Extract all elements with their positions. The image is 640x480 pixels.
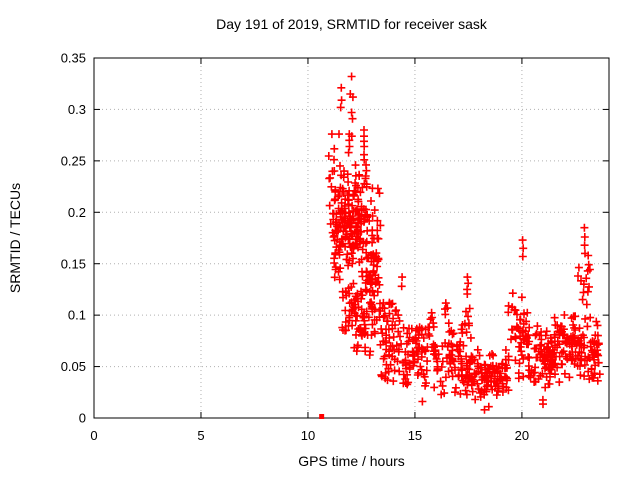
zero-data-point: [319, 414, 325, 419]
x-tick-label: 20: [515, 428, 529, 443]
chart-title: Day 191 of 2019, SRMTID for receiver sas…: [216, 16, 488, 32]
x-tick-label: 5: [197, 428, 204, 443]
y-tick-label: 0.15: [61, 256, 86, 271]
y-tick-label: 0.25: [61, 153, 86, 168]
x-tick-label: 15: [408, 428, 422, 443]
y-tick-label: 0.2: [68, 205, 86, 220]
y-tick-label: 0.35: [61, 51, 86, 66]
zero-marker-group: [319, 414, 325, 419]
y-tick-label: 0: [79, 411, 86, 426]
y-axis-label: SRMTID / TECUs: [7, 183, 23, 293]
y-tick-label: 0.05: [61, 359, 86, 374]
plot-border: [93, 57, 610, 419]
y-tick-label: 0.1: [68, 308, 86, 323]
y-tick-label: 0.3: [68, 102, 86, 117]
x-tick-label: 0: [90, 428, 97, 443]
x-tick-label: 10: [301, 428, 315, 443]
data-points: [324, 72, 604, 414]
x-axis-tick-labels: 0 5 10 15 20: [90, 428, 529, 443]
x-axis-label: GPS time / hours: [298, 453, 405, 469]
y-axis-tick-labels: 0 0.05 0.1 0.15 0.2 0.25 0.3 0.35: [61, 51, 86, 426]
